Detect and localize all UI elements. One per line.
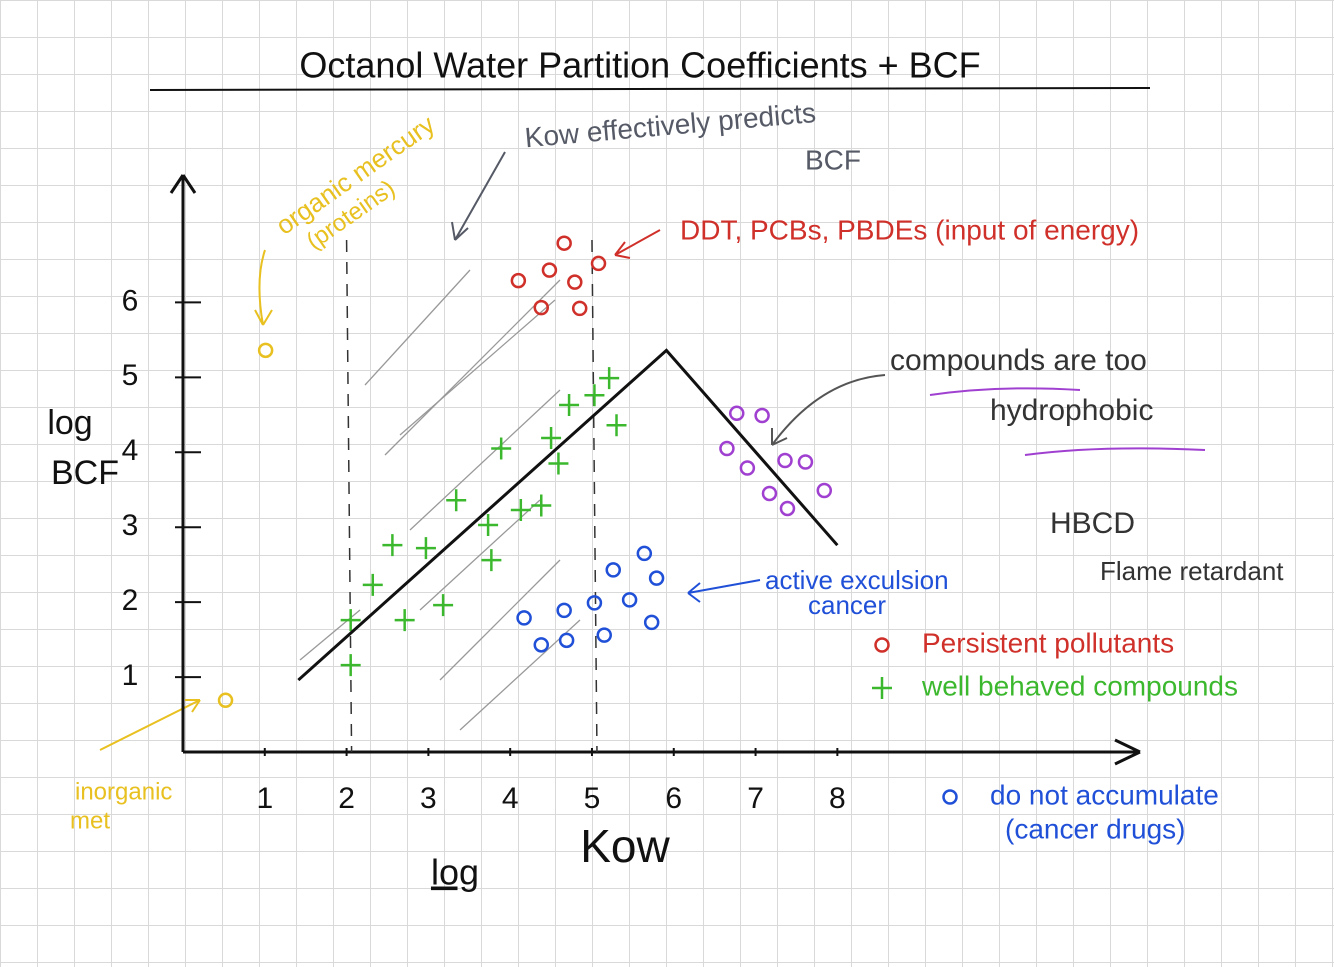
legend-marker — [874, 637, 890, 653]
legend-label: do not accumulate — [990, 779, 1219, 810]
x-axis — [183, 738, 1141, 766]
reference-line — [591, 239, 598, 753]
point — [556, 235, 572, 251]
point — [816, 482, 833, 499]
annotation: hydrophobic — [990, 394, 1153, 427]
annotation: met — [70, 807, 110, 834]
x-tick-label: 2 — [338, 782, 355, 815]
point — [729, 405, 745, 422]
point — [556, 602, 572, 619]
point — [481, 549, 502, 572]
point — [599, 367, 620, 390]
annotation: BCF — [805, 144, 861, 175]
point — [648, 570, 665, 586]
legend-label: well behaved compounds — [921, 670, 1238, 701]
point — [605, 562, 621, 578]
x-axis-label: Kow — [580, 820, 670, 872]
x-axis-label-prefix: log — [431, 852, 479, 893]
y-tick-label: 2 — [122, 584, 139, 617]
point — [779, 500, 796, 517]
point — [719, 440, 735, 457]
point — [491, 437, 512, 460]
point — [636, 545, 653, 562]
point — [584, 384, 605, 407]
point — [621, 592, 638, 608]
y-axis-label: BCF — [51, 454, 119, 492]
point — [606, 414, 627, 437]
y-tick-label: 5 — [122, 359, 139, 392]
point — [340, 654, 361, 677]
annotation: active exculsion — [765, 565, 949, 595]
point — [510, 498, 531, 521]
point — [446, 489, 467, 512]
point — [510, 272, 527, 289]
annotation: HBCD — [1050, 507, 1135, 540]
point — [777, 452, 793, 469]
point — [382, 534, 403, 557]
point — [586, 595, 603, 611]
point — [541, 427, 562, 450]
legend-label: Persistent pollutants — [922, 627, 1174, 658]
point — [478, 513, 499, 536]
y-axis — [169, 174, 197, 752]
point — [571, 300, 588, 317]
x-tick-label: 6 — [665, 782, 682, 815]
x-tick-label: 1 — [256, 782, 273, 815]
point — [340, 609, 361, 632]
point — [596, 627, 612, 643]
point — [533, 637, 550, 653]
point — [754, 407, 770, 424]
x-tick-label: 4 — [502, 782, 519, 815]
point — [362, 573, 383, 596]
annotation: Kow effectively predicts — [523, 97, 817, 153]
point — [394, 609, 415, 632]
legend-marker — [942, 789, 958, 805]
annotation: Flame retardant — [1100, 556, 1284, 586]
arrows — [99, 151, 1206, 751]
annotation: DDT, PCBs, PBDEs (input of energy) — [680, 214, 1139, 245]
point — [415, 537, 436, 560]
hatching — [299, 269, 581, 731]
legend-label: (cancer drugs) — [1005, 813, 1186, 844]
trend-line — [297, 348, 839, 682]
point — [541, 262, 558, 278]
annotation: inorganic — [75, 778, 172, 805]
y-tick-label: 1 — [122, 659, 139, 692]
point — [433, 594, 454, 617]
x-tick-label: 3 — [420, 782, 437, 815]
y-tick-label: 3 — [122, 509, 139, 542]
y-tick-label: 6 — [122, 284, 139, 317]
point — [558, 632, 575, 649]
title-underline — [149, 87, 1151, 91]
point — [797, 454, 814, 470]
point — [567, 274, 583, 290]
y-axis-label: log — [47, 404, 92, 442]
x-tick-label: 7 — [747, 782, 764, 815]
point — [531, 494, 552, 517]
point — [739, 460, 756, 476]
legend-marker — [872, 677, 892, 699]
y-tick-label: 4 — [122, 434, 139, 467]
point — [257, 342, 274, 359]
annotation: compounds are too — [890, 344, 1147, 377]
point — [548, 452, 569, 475]
point — [643, 614, 660, 631]
point — [559, 394, 580, 417]
point — [217, 692, 234, 709]
x-tick-label: 5 — [584, 782, 601, 815]
point — [533, 299, 550, 316]
chart-title: Octanol Water Partition Coefficients + B… — [299, 45, 980, 86]
annotation: cancer — [808, 590, 886, 620]
x-tick-label: 8 — [829, 782, 846, 815]
point — [761, 485, 778, 502]
point — [590, 255, 607, 272]
point — [516, 610, 532, 626]
